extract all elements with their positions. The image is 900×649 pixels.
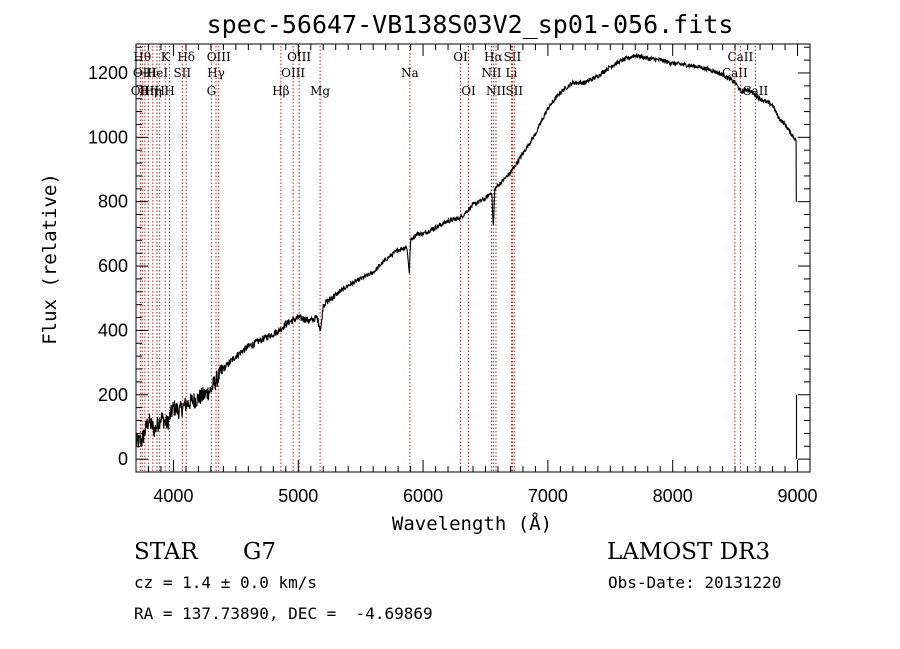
emission-line-label: Hα: [484, 50, 503, 64]
emission-line-label: NII: [486, 84, 506, 98]
emission-line-label: Hγ: [207, 66, 225, 80]
x-tick-label: 8000: [653, 486, 693, 506]
emission-line-label: OIII: [287, 50, 311, 64]
sky-coordinates: RA = 137.73890, DEC = -4.69869: [134, 604, 433, 623]
y-tick-label: 800: [98, 192, 128, 212]
y-tick-label: 1000: [88, 127, 128, 147]
x-tick-label: 9000: [777, 486, 817, 506]
y-tick-label: 0: [118, 449, 128, 469]
emission-line-label: OI: [453, 50, 468, 64]
emission-line-label: Li: [506, 66, 518, 80]
emission-line-label: SII: [504, 50, 522, 64]
emission-line-label: Hβ: [272, 84, 289, 98]
emission-line-label: SII: [173, 66, 191, 80]
emission-line-label: NII: [481, 66, 501, 80]
emission-line-label: HeI: [146, 66, 169, 80]
emission-line-label: H: [164, 84, 174, 98]
y-tick-label: 600: [98, 256, 128, 276]
y-axis-label: Flux (relative): [39, 173, 61, 345]
survey-name: LAMOST DR3: [607, 539, 771, 565]
emission-line-label: Hδ: [177, 50, 195, 64]
emission-line-label: CaII: [742, 84, 768, 98]
x-axis-label: Wavelength (Å): [392, 512, 552, 535]
emission-line-label: Na: [401, 66, 419, 80]
y-tick-label: 1200: [88, 63, 128, 83]
emission-line-label: Hη: [139, 84, 157, 98]
axis-ticks: 4000 5000 6000 7000 8000 9000 0 200 400 600 800 100…: [88, 44, 818, 506]
emission-line-label: CaII: [727, 50, 753, 64]
emission-line-label: OIII: [281, 66, 305, 80]
chart-title: spec-56647-VB138S03V2_sp01-056.fits: [207, 10, 734, 39]
emission-line-label: H: [154, 84, 164, 98]
object-subclass: G7: [243, 539, 277, 565]
spectrum-series: [135, 53, 798, 460]
x-tick-label: 7000: [528, 486, 568, 506]
emission-line-label: Mg: [310, 84, 330, 98]
emission-line-label: SII: [505, 84, 523, 98]
emission-line-label: Hη: [144, 84, 162, 98]
emission-lines: OIIHθOIIIHηHηHeIHKHSIIHδGHγOIIIHβOIIIOII…: [131, 46, 768, 472]
x-tick-label: 6000: [403, 486, 443, 506]
redshift-value: cz = 1.4 ± 0.0 km/s: [134, 573, 318, 592]
emission-line-label: G: [207, 84, 217, 98]
x-tick-label: 4000: [153, 486, 193, 506]
observation-date: Obs-Date: 20131220: [608, 573, 782, 592]
plot-frame: [135, 43, 811, 473]
object-class: STAR: [134, 539, 198, 565]
emission-line-label: OI: [461, 84, 476, 98]
y-tick-label: 200: [98, 385, 128, 405]
y-tick-label: 400: [98, 320, 128, 340]
x-tick-label: 5000: [278, 486, 318, 506]
emission-line-label: K: [161, 50, 171, 64]
emission-line-label: OIII: [207, 50, 231, 64]
